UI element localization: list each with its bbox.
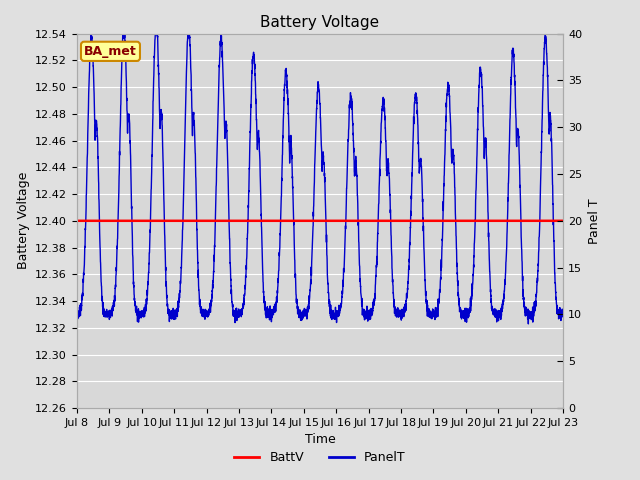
Y-axis label: Panel T: Panel T [588,198,601,244]
Title: Battery Voltage: Battery Voltage [260,15,380,30]
Text: BA_met: BA_met [84,45,137,58]
Legend: BattV, PanelT: BattV, PanelT [229,446,411,469]
Y-axis label: Battery Voltage: Battery Voltage [17,172,29,269]
X-axis label: Time: Time [305,433,335,446]
